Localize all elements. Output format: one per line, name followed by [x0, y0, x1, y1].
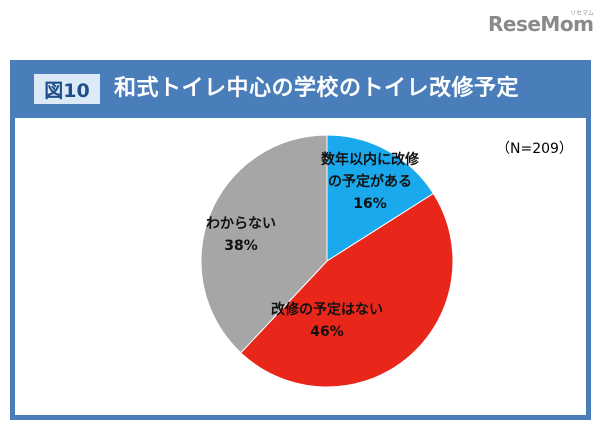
slice-category-label-1: 改修の予定はない	[271, 301, 383, 318]
figure-panel: 図10 和式トイレ中心の学校のトイレ改修予定 （N=209） 数年以内に改修 の予…	[10, 60, 591, 420]
logo-text: ReseMom	[488, 12, 594, 36]
resemom-logo: リセマム ReseMom	[488, 8, 596, 38]
slice-value-label-2: 38%	[224, 238, 258, 254]
sample-size-label: （N=209）	[496, 141, 573, 157]
slice-value-label-1: 46%	[310, 324, 344, 340]
figure-title: 和式トイレ中心の学校のトイレ改修予定	[114, 76, 520, 101]
slice-category-label-0: の予定がある	[328, 173, 412, 190]
figure-number-badge: 図10	[34, 74, 100, 104]
pie-slice-2	[200, 134, 328, 354]
slice-category-label-2: わからない	[206, 216, 276, 232]
figure-header: 図10 和式トイレ中心の学校のトイレ改修予定	[10, 60, 591, 118]
pie-slice-1	[240, 192, 454, 388]
pie-slice-0	[326, 134, 435, 262]
slice-category-label-0: 数年以内に改修	[321, 151, 420, 168]
chart-area: （N=209） 数年以内に改修 の予定がある 16% 改修の予定はない 46% わからない…	[15, 118, 586, 415]
logo-kana: リセマム	[569, 10, 594, 17]
slice-value-label-0: 16%	[353, 196, 387, 212]
